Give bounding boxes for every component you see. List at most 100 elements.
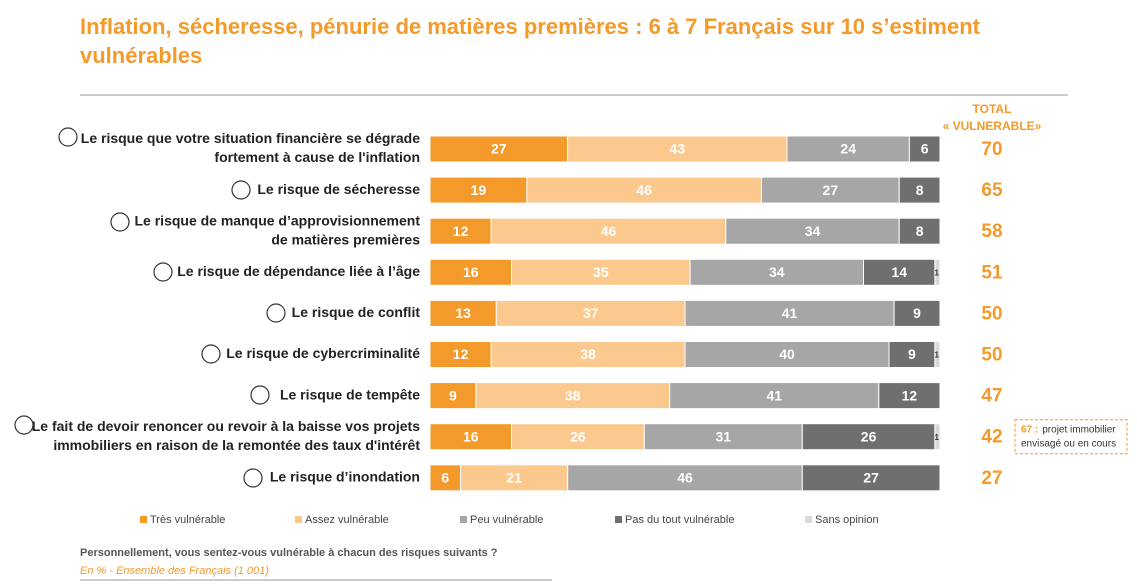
annotation-text: envisagé ou en cours (1021, 438, 1116, 449)
bar-segment (460, 464, 569, 492)
value-label: 41 (782, 305, 798, 321)
value-label: 13 (455, 305, 471, 321)
annotation-box (1014, 419, 1128, 455)
value-label: 8 (916, 182, 924, 198)
value-label: 8 (916, 223, 924, 239)
bar-segment (898, 176, 941, 204)
row-icon (14, 415, 34, 435)
value-label: 1 (935, 433, 940, 442)
category-label: Le risque de manque d’approvisionnement (135, 212, 421, 228)
annotation-text: projet immobilier (1042, 424, 1116, 435)
total-value: 70 (981, 139, 1002, 160)
category-label: fortement à cause de l'inflation (214, 149, 420, 165)
category-label: de matières premières (271, 231, 420, 247)
total-value: 42 (981, 427, 1002, 448)
value-label: 6 (921, 141, 929, 157)
total-value: 51 (981, 262, 1003, 283)
annotation-number: 67 : (1021, 424, 1038, 435)
row-icon (201, 344, 221, 364)
bar-segment (495, 299, 686, 327)
category-label: Le fait de devoir renoncer ou revoir à l… (32, 418, 420, 434)
value-label: 24 (840, 141, 856, 157)
row-icon (250, 385, 270, 405)
value-label: 26 (861, 428, 877, 444)
bar-segment (526, 176, 763, 204)
bar-segment (567, 464, 803, 492)
category-label: Le risque que votre situation financière… (81, 130, 420, 146)
bar-segment (429, 423, 513, 451)
value-label: 6 (441, 470, 449, 486)
bar-segment (893, 299, 941, 327)
value-label: 27 (491, 141, 507, 157)
bar-segment (898, 217, 941, 245)
row-icon (266, 303, 286, 323)
row-icon (153, 262, 173, 282)
category-label: Le risque de conflit (292, 304, 421, 320)
bar-segment (878, 382, 941, 410)
bar-segment (475, 382, 671, 410)
category-label: Le risque de dépendance liée à l’âge (177, 263, 420, 279)
bar-segment (934, 341, 941, 368)
row-icon (110, 212, 130, 232)
row-icon (243, 468, 263, 488)
bar-segment (801, 423, 936, 451)
question: Personnellement, vous sentez-vous vulnér… (80, 547, 498, 559)
bar-segment (863, 258, 936, 286)
category-label: Le risque de cybercriminalité (226, 345, 420, 361)
bar-segment (511, 423, 645, 451)
bar-segment (801, 464, 941, 492)
bar-segment (689, 258, 864, 286)
category-label: Le risque de tempête (280, 386, 420, 402)
bar-segment (934, 258, 941, 286)
base-note: En % - Ensemble des Français (1 001) (80, 565, 269, 577)
bar-segment (429, 299, 497, 327)
value-label: 37 (583, 305, 599, 321)
bar-segment (908, 135, 941, 163)
row-icon (231, 180, 251, 200)
legend-label: Pas du tout vulnérable (625, 514, 734, 526)
value-label: 1 (935, 268, 940, 277)
legend-label: Très vulnérable (150, 514, 225, 526)
value-label: 9 (908, 346, 916, 362)
value-label: 46 (677, 470, 693, 486)
value-label: 9 (449, 387, 457, 403)
category-label: Le risque de sécheresse (257, 181, 420, 197)
value-label: 21 (506, 470, 522, 486)
bar-segment (786, 135, 910, 163)
bar-segment (429, 217, 492, 245)
value-label: 40 (779, 346, 795, 362)
total-value: 47 (981, 386, 1002, 407)
bar-segment (934, 423, 941, 451)
bar-segment (567, 135, 788, 163)
legend-swatch (615, 516, 622, 523)
bar-segment (888, 341, 936, 368)
value-label: 46 (636, 182, 652, 198)
value-label: 12 (453, 223, 469, 239)
value-label: 16 (463, 428, 479, 444)
value-label: 31 (715, 428, 731, 444)
bar-segment (511, 258, 691, 286)
total-value: 50 (981, 303, 1002, 324)
row-icon (58, 127, 78, 147)
bar-segment (669, 382, 880, 410)
value-label: 43 (670, 141, 686, 157)
totals-header: « VULNERABLE» (943, 119, 1042, 133)
total-value: 27 (981, 468, 1002, 489)
bar-segment (490, 217, 727, 245)
value-label: 1 (935, 351, 940, 360)
value-label: 35 (593, 264, 609, 280)
legend-label: Assez vulnérable (305, 514, 389, 526)
total-value: 65 (981, 180, 1003, 201)
category-label: immobiliers en raison de la remontée des… (53, 437, 420, 453)
bar-segment (684, 341, 890, 368)
bar-segment (429, 341, 492, 368)
legend-label: Peu vulnérable (470, 514, 543, 526)
bar-segment (429, 464, 462, 492)
value-label: 27 (863, 470, 879, 486)
total-value: 58 (981, 221, 1002, 242)
value-label: 41 (766, 387, 782, 403)
total-value: 50 (981, 345, 1002, 366)
value-label: 26 (570, 428, 586, 444)
legend-swatch (460, 516, 467, 523)
